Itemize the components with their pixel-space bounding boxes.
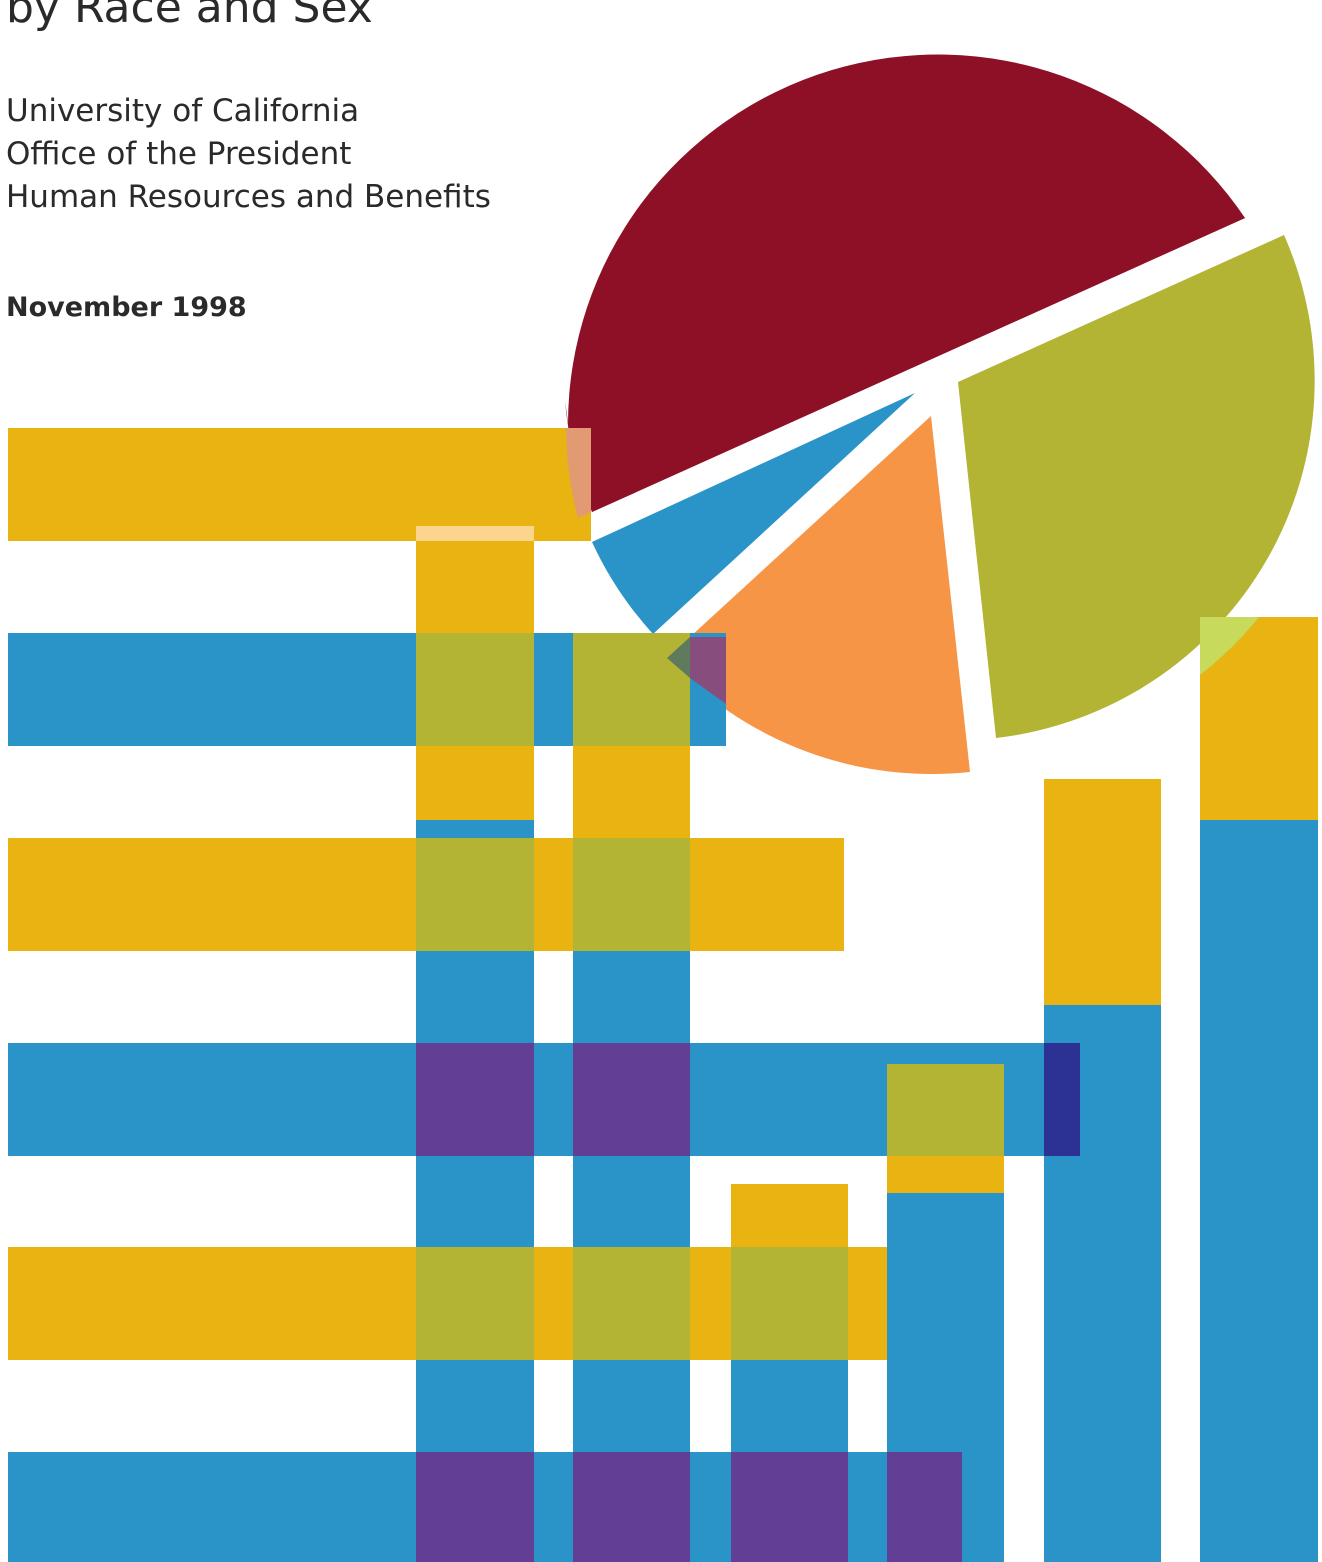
tint-purple <box>573 1452 690 1562</box>
vbar-3-gold <box>731 1184 848 1247</box>
cover-text: by Race and Sex University of California… <box>0 0 560 340</box>
tint-navy <box>1044 1043 1080 1156</box>
tint-olive <box>573 633 690 746</box>
tint-mauve <box>690 637 726 704</box>
pie-wedge-maroon-main <box>565 54 1245 512</box>
publication-date: November 1998 <box>6 292 247 323</box>
pie-graphic <box>565 54 1315 775</box>
tint-olive <box>416 1247 534 1360</box>
tint-purple <box>416 1452 534 1562</box>
pie-wedge-orange <box>667 416 970 775</box>
tint-olive <box>573 838 690 951</box>
tint-purple <box>887 1452 962 1562</box>
report-title: by Race and Sex <box>6 0 373 33</box>
tint-olive <box>416 838 534 951</box>
organization-line-department: Human Resources and Benefits <box>6 179 491 215</box>
tint-peach <box>566 428 591 518</box>
tint-purple <box>573 1043 690 1156</box>
tint-olive <box>731 1247 848 1360</box>
tint-lime <box>1200 617 1259 675</box>
pie-wedge-blue <box>592 393 915 634</box>
organization-line-university: University of California <box>6 93 360 129</box>
tint-purple <box>731 1452 848 1562</box>
tint-purple <box>416 1043 534 1156</box>
vbar-6-blue <box>1200 820 1318 1562</box>
organization-block: University of California Office of the P… <box>6 90 491 219</box>
tint-olive <box>887 1064 1004 1156</box>
tint-olive <box>416 633 534 746</box>
vbar-5-gold <box>1044 779 1161 1005</box>
pie-wedge-olive <box>958 235 1315 738</box>
organization-line-office: Office of the President <box>6 136 352 172</box>
overlap-tints <box>416 428 1259 1562</box>
tint-slate <box>667 637 690 678</box>
tint-olive <box>573 1247 690 1360</box>
tint-pale-gold <box>416 526 534 541</box>
vbar-2-blue <box>573 838 690 1562</box>
hbar-gold-1 <box>8 428 591 541</box>
